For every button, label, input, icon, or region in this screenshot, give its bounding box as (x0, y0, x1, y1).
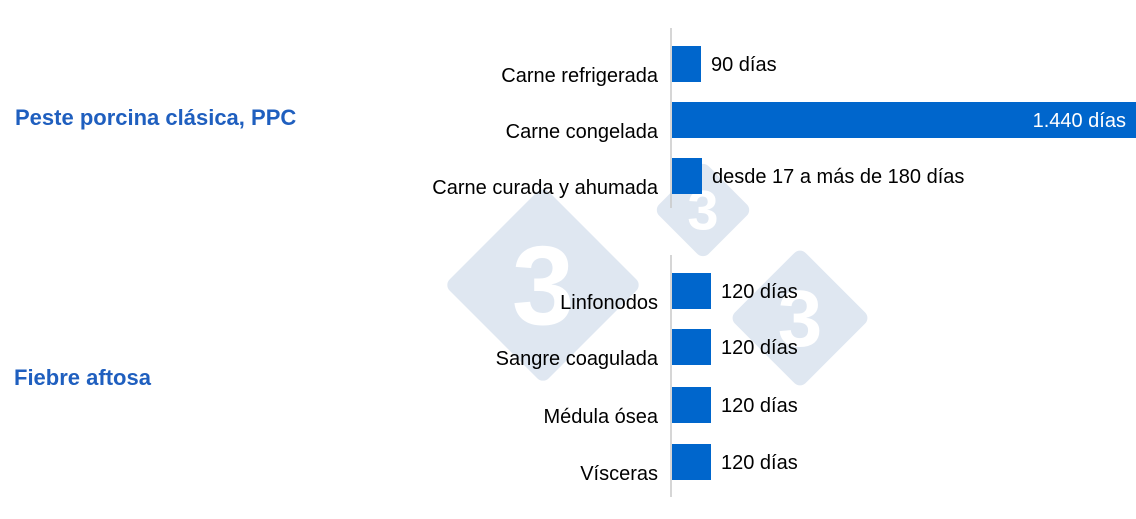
category-label: Vísceras (580, 463, 658, 485)
value-label: 120 días (721, 281, 798, 303)
bar (672, 46, 701, 82)
bar (672, 102, 1136, 138)
category-label: Sangre coagulada (496, 348, 659, 370)
category-label: Médula ósea (543, 406, 658, 428)
bar (672, 444, 711, 480)
value-labels: 90 días 1.440 días desde 17 a más de 180 d… (711, 54, 1126, 474)
bar (672, 329, 711, 365)
group-title: Peste porcina clásica, PPC (15, 105, 296, 130)
category-label: Carne refrigerada (501, 65, 659, 87)
value-label: 120 días (721, 395, 798, 417)
bar (672, 158, 702, 194)
group-titles: Peste porcina clásica, PPC Fiebre aftosa (14, 105, 296, 390)
bar (672, 387, 711, 423)
watermark-diamond (447, 189, 639, 381)
watermark-digit: 3 (778, 274, 823, 363)
value-label: 120 días (721, 452, 798, 474)
value-label: 120 días (721, 337, 798, 359)
watermark-diamond (732, 250, 868, 386)
group-title: Fiebre aftosa (14, 365, 152, 390)
category-label: Carne curada y ahumada (432, 177, 659, 199)
category-label: Carne congelada (506, 121, 659, 143)
value-label: desde 17 a más de 180 días (712, 166, 964, 188)
value-label: 1.440 días (1033, 110, 1126, 132)
value-label: 90 días (711, 54, 777, 76)
bar (672, 273, 711, 309)
bars (672, 46, 1136, 480)
category-labels: Carne refrigerada Carne congelada Carne cu… (432, 65, 659, 485)
category-label: Linfonodos (560, 292, 658, 314)
watermark-digit: 3 (512, 223, 574, 348)
